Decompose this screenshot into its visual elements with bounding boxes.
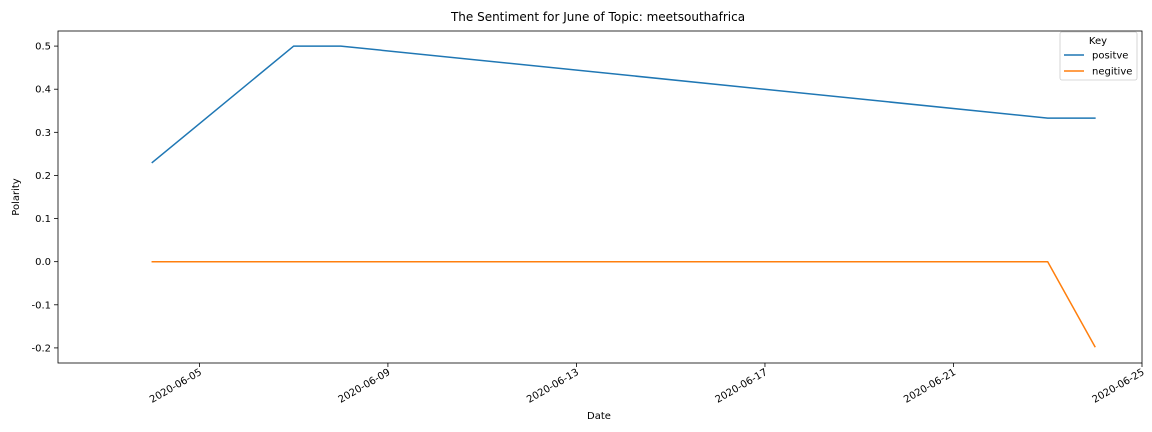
plot-frame: [57, 30, 1143, 364]
chart-title: The Sentiment for June of Topic: meetsou…: [450, 10, 745, 24]
x-tick-label: 2020-06-05: [148, 367, 204, 406]
plot-area: [57, 30, 1143, 364]
y-tick-label: 0.3: [35, 128, 51, 139]
series-layer: [151, 45, 1096, 348]
legend-label: positve: [1092, 51, 1128, 62]
y-tick-label: 0.4: [35, 85, 51, 96]
x-tick-label: 2020-06-09: [337, 367, 393, 406]
y-axis-title: Polarity: [11, 178, 22, 216]
x-tick-label: 2020-06-13: [525, 367, 581, 406]
x-tick-label: 2020-06-17: [714, 367, 770, 406]
legend: Key positve negitive: [1059, 31, 1138, 81]
legend-label: negitive: [1092, 67, 1132, 78]
y-tick-label: -0.2: [31, 343, 51, 354]
series-line-1: [151, 260, 1096, 348]
y-tick-label: 0.5: [35, 42, 51, 53]
legend-frame: [1059, 31, 1138, 81]
y-tick-label: -0.1: [31, 300, 51, 311]
x-axis-ticks: 2020-06-05 2020-06-09 2020-06-13 2020-06-17…: [148, 363, 1147, 406]
x-tick-label: 2020-06-25: [1091, 367, 1147, 406]
y-tick-label: 0.1: [35, 214, 51, 225]
y-tick-label: 0.2: [35, 171, 51, 182]
series-line-0: [151, 45, 1096, 164]
y-tick-label: 0.0: [35, 257, 51, 268]
x-axis-title: Date: [587, 411, 611, 422]
legend-entries: positve negitive: [1064, 51, 1132, 78]
legend-title: Key: [1089, 36, 1107, 47]
x-tick-label: 2020-06-21: [902, 367, 958, 406]
y-axis-ticks: -0.2 -0.1 0.0 0.1 0.2 0.3 0.4 0.5: [31, 42, 58, 354]
